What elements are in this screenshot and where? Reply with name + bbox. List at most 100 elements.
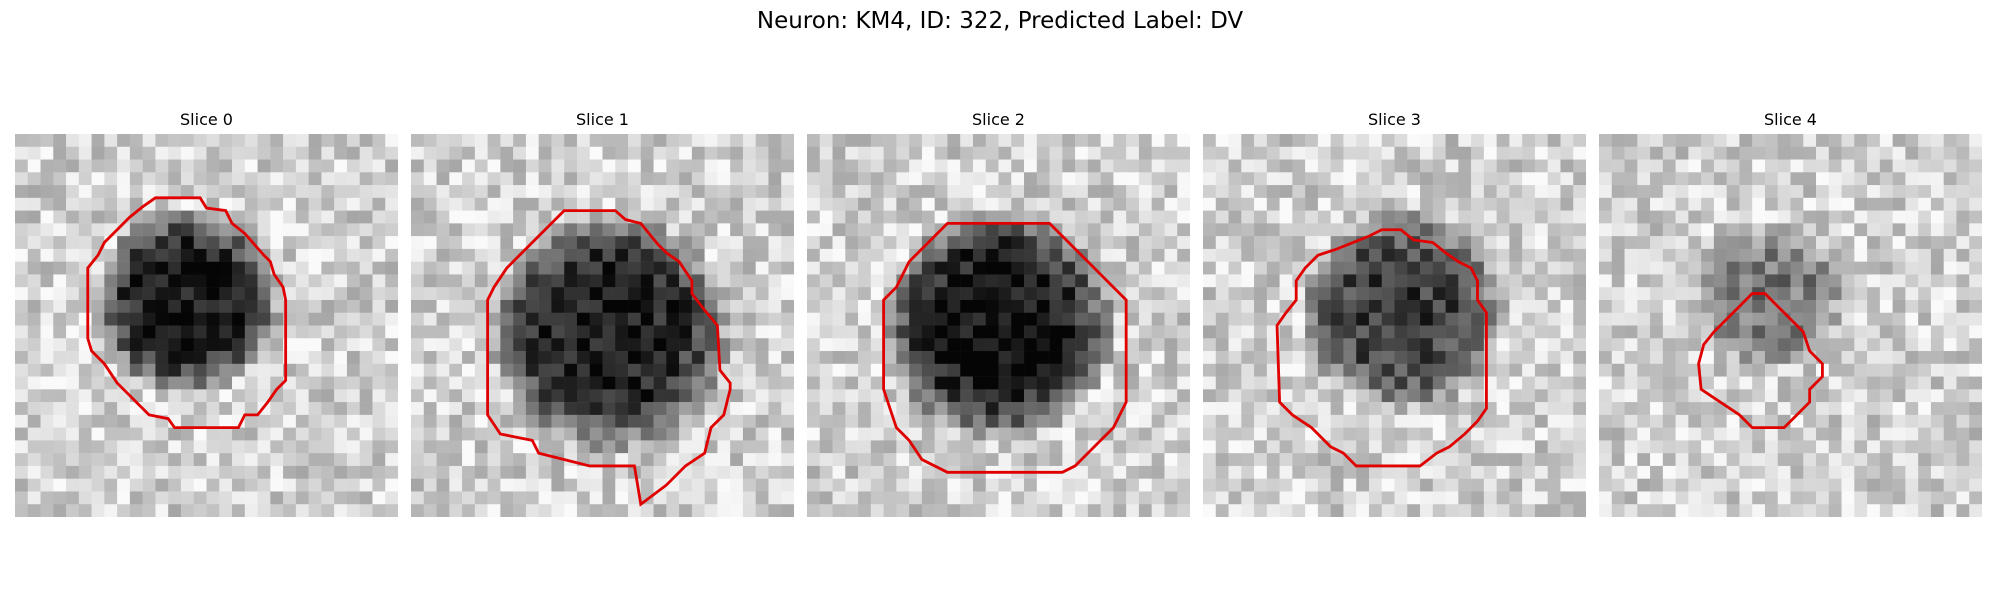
pixel — [436, 248, 450, 262]
pixel — [1368, 312, 1382, 326]
pixel — [934, 287, 948, 301]
pixel — [691, 465, 705, 479]
pixel — [1918, 453, 1932, 467]
pixel — [1867, 299, 1881, 313]
pixel — [666, 440, 680, 454]
pixel — [1305, 299, 1319, 313]
pixel — [934, 172, 948, 186]
pixel — [206, 287, 220, 301]
pixel — [206, 185, 220, 199]
pixel — [972, 414, 986, 428]
pixel — [691, 146, 705, 160]
pixel — [960, 376, 974, 390]
pixel — [972, 402, 986, 416]
pixel — [1151, 453, 1165, 467]
pixel — [1254, 351, 1268, 365]
pixel — [1969, 172, 1982, 186]
pixel — [1330, 134, 1344, 148]
pixel — [679, 414, 693, 428]
pixel — [1599, 223, 1613, 237]
pixel — [1688, 427, 1702, 441]
pixel — [1407, 478, 1421, 492]
pixel — [1879, 185, 1893, 199]
pixel — [1547, 504, 1561, 517]
pixel — [1726, 453, 1740, 467]
pixel — [436, 274, 450, 288]
pixel — [1100, 185, 1114, 199]
pixel — [921, 389, 935, 403]
pixel — [1816, 197, 1830, 211]
pixel — [1203, 338, 1217, 352]
pixel — [1177, 261, 1190, 275]
pixel — [1126, 453, 1140, 467]
pixel — [1713, 134, 1727, 148]
pixel — [372, 325, 386, 339]
pixel — [819, 159, 833, 173]
pixel — [1075, 299, 1089, 313]
pixel — [525, 351, 539, 365]
pixel — [1726, 351, 1740, 365]
pixel — [1343, 197, 1357, 211]
pixel — [257, 312, 271, 326]
pixel — [1624, 440, 1638, 454]
pixel — [66, 134, 80, 148]
pixel — [1100, 261, 1114, 275]
pixel — [295, 223, 309, 237]
pixel — [1356, 312, 1370, 326]
pixel — [525, 312, 539, 326]
pixel — [832, 338, 846, 352]
pixel — [947, 197, 961, 211]
pixel — [909, 261, 923, 275]
pixel — [845, 210, 859, 224]
pixel — [755, 274, 769, 288]
pixel — [1547, 185, 1561, 199]
pixel — [640, 159, 654, 173]
pixel — [270, 172, 284, 186]
pixel — [1011, 402, 1025, 416]
pixel — [1688, 389, 1702, 403]
pixel — [1011, 389, 1025, 403]
pixel — [1471, 185, 1485, 199]
pixel — [1522, 504, 1536, 517]
pixel — [1752, 414, 1766, 428]
pixel — [564, 274, 578, 288]
pixel — [1292, 453, 1306, 467]
pixel — [1011, 478, 1025, 492]
pixel — [1790, 236, 1804, 250]
pixel — [1228, 197, 1242, 211]
pixel — [1330, 478, 1344, 492]
pixel — [1203, 185, 1217, 199]
pixel — [576, 465, 590, 479]
pixel — [66, 465, 80, 479]
pixel — [1138, 389, 1152, 403]
pixel — [104, 504, 118, 517]
pixel — [845, 146, 859, 160]
pixel — [219, 478, 233, 492]
pixel — [1790, 427, 1804, 441]
pixel — [1138, 478, 1152, 492]
pixel — [1305, 440, 1319, 454]
pixel — [295, 351, 309, 365]
pixel — [193, 478, 207, 492]
pixel — [807, 465, 821, 479]
pixel — [27, 312, 41, 326]
pixel — [1164, 248, 1178, 262]
pixel — [755, 210, 769, 224]
pixel — [193, 274, 207, 288]
pixel — [359, 197, 373, 211]
pixel — [768, 376, 782, 390]
pixel — [1675, 210, 1689, 224]
pixel — [1879, 210, 1893, 224]
pixel — [551, 134, 565, 148]
pixel — [1943, 427, 1957, 441]
pixel — [1445, 465, 1459, 479]
pixel — [1854, 274, 1868, 288]
pixel — [1062, 363, 1076, 377]
pixel — [934, 402, 948, 416]
pixel — [1854, 248, 1868, 262]
pixel — [1138, 274, 1152, 288]
pixel — [883, 338, 897, 352]
pixel — [1701, 197, 1715, 211]
pixel — [104, 274, 118, 288]
pixel — [1892, 299, 1906, 313]
